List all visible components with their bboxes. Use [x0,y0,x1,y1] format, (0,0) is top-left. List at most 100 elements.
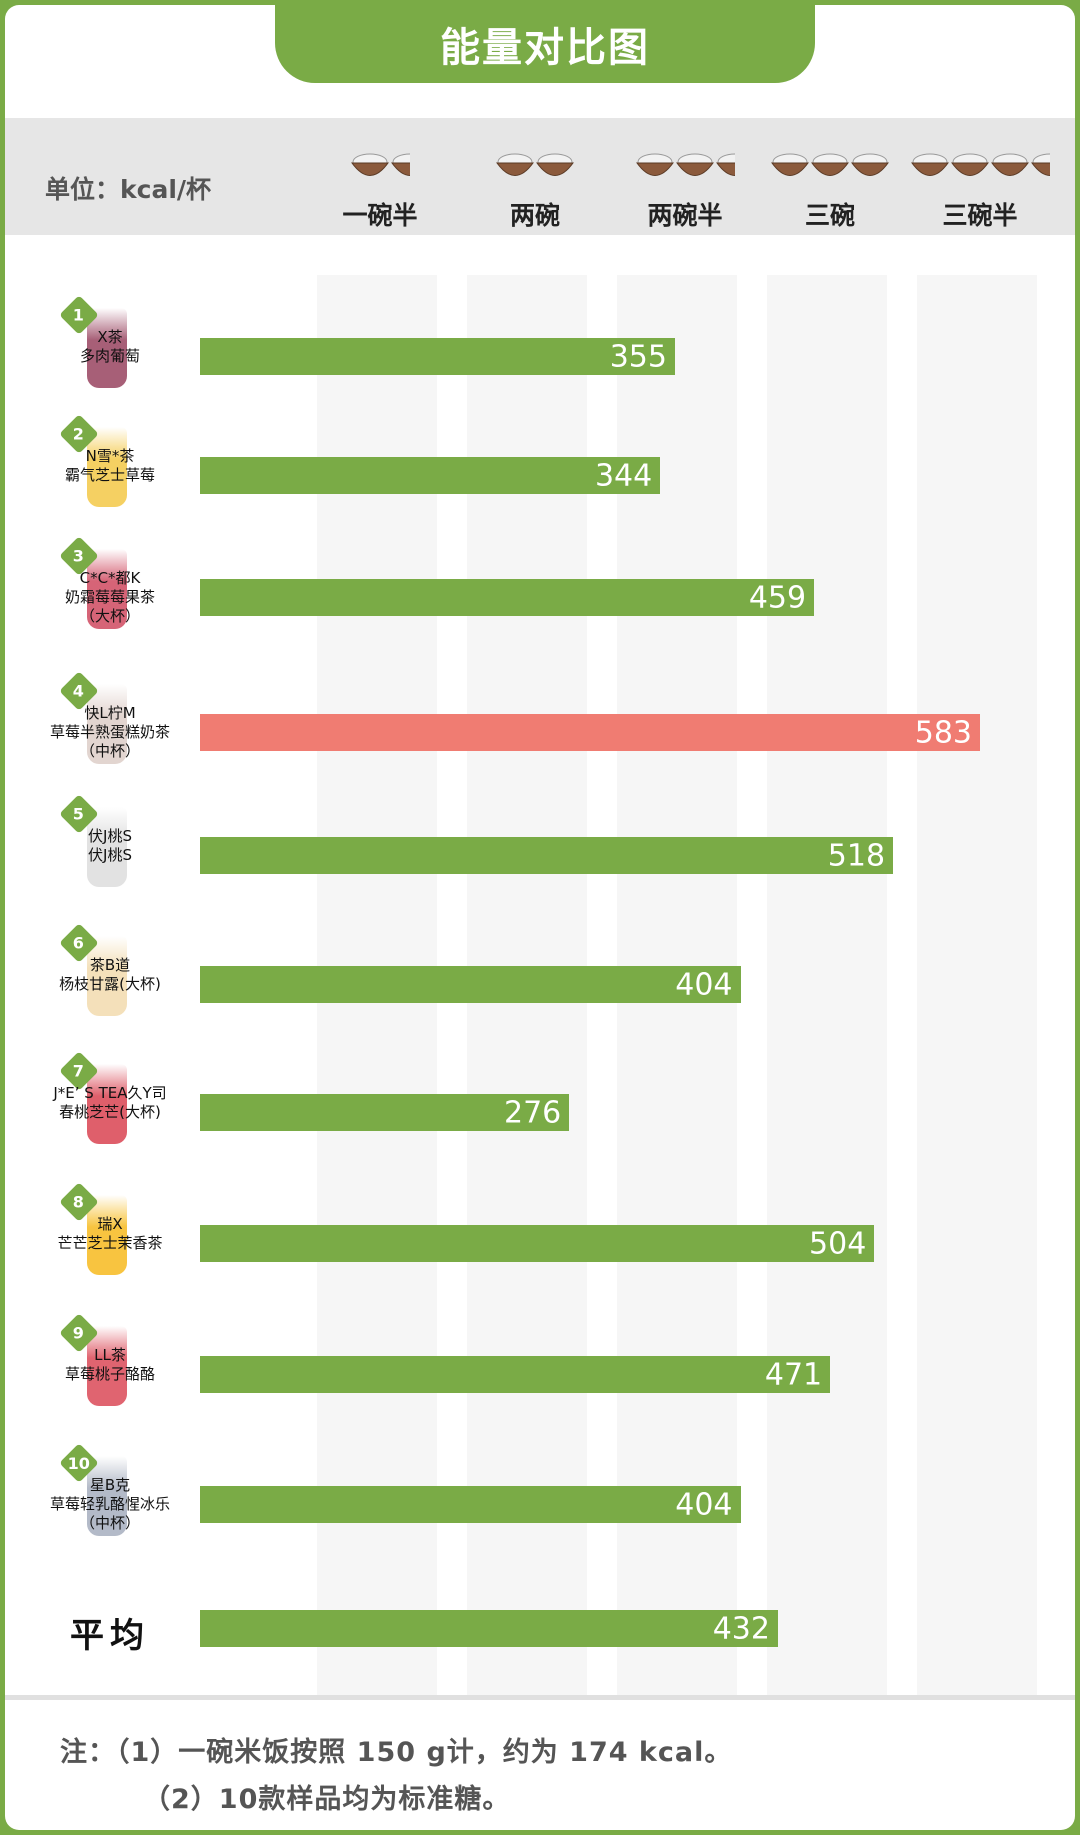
drink-label-line: C*C*都K [79,569,141,587]
legend-header [5,118,1075,235]
drink-label-line: 瑞X [97,1215,123,1233]
rice-bowl-icon [991,153,1029,176]
drink-image [87,427,127,507]
drink-label-line: N雪*茶 [85,447,135,465]
drink-label-line: 芒芒芝士茉香茶 [57,1234,163,1252]
bar-value-label: 583 [914,715,972,750]
bar: 471 [200,1356,831,1393]
bar-value-label: 518 [827,838,886,873]
drink-label-line: （中杯） [79,1514,140,1532]
drink-label: 瑞X 芒芒芝士茉香茶 [25,1215,195,1253]
rice-bowl-icon [636,153,674,176]
bowl-marker-label: 三碗 [804,201,855,230]
bar-value-label: 355 [609,339,667,374]
rice-bowl-icon [951,153,989,176]
drink-label: 伏J桃S 伏J桃S [25,827,195,865]
bowl-marker-label: 一碗半 [342,201,418,230]
rice-bowl-icon [716,153,735,176]
drink-image [87,549,127,629]
bar: 459 [200,579,815,616]
rice-bowl-icon [391,153,410,176]
bar-value-label: 471 [764,1357,823,1392]
bowl-marker: 两碗半 [610,148,760,238]
drink-image [87,1195,127,1275]
rice-bowl-icon [676,153,714,176]
bowl-marker: 两碗 [460,148,610,238]
grid-stripe [767,275,887,1695]
drink-image [87,1326,127,1406]
drink-label-line: 伏J桃S [88,846,132,864]
note-line-2: （2）10款样品均为标准糖。 [143,1784,511,1815]
rice-bowl-icon [496,153,534,176]
footer-divider [5,1695,1075,1700]
drink-label: 茶B道 杨枝甘露(大杯) [25,956,195,994]
drink-label: 星B克 草莓轻乳酪惺冰乐 （中杯） [25,1476,195,1533]
drink-image [87,684,127,764]
drink-label-line: 草莓半熟蛋糕奶茶 [49,723,170,741]
rice-bowl-icon [911,153,949,176]
note-line-1: 注：（1）一碗米饭按照 150 g计，约为 174 kcal。 [60,1730,732,1769]
rice-bowl-icon [771,153,809,176]
rice-bowl-icon [536,153,574,176]
grid-stripe [917,275,1037,1695]
drink-label: X茶 多肉葡萄 [25,328,195,366]
average-label: 平均 [70,1616,150,1656]
rice-bowl-icon [1031,153,1050,176]
drink-label: 快L柠M 草莓半熟蛋糕奶茶 （中杯） [25,704,195,761]
drink-image [87,807,127,887]
drink-label-line: 杨枝甘露(大杯) [59,975,161,993]
rice-bowl-icon [811,153,849,176]
drink-label-line: （中杯） [79,742,140,760]
bar: 504 [200,1225,875,1262]
note-1-text: （1）一碗米饭按照 150 g计，约为 174 kcal。 [116,1737,733,1768]
bar: 344 [200,457,661,494]
bar: 404 [200,1486,741,1523]
bowl-marker: 一碗半 [305,148,455,238]
bar: 276 [200,1094,570,1131]
drink-image [87,936,127,1016]
drink-label-line: 星B克 [89,1476,131,1494]
bar-value-label: 276 [503,1095,562,1130]
drink-label-line: 霸气芝士草莓 [64,466,155,484]
bowl-marker: 三碗 [755,148,905,238]
drink-label: N雪*茶 霸气芝士草莓 [25,447,195,485]
drink-label-line: 茶B道 [89,956,131,974]
drink-label-line: LL茶 [94,1346,126,1364]
drink-label-line: 春桃芝芒(大杯) [59,1103,161,1121]
average-bar: 432 [200,1610,778,1647]
drink-label-line: J*E’ S TEA久Y司 [53,1084,167,1102]
bowl-marker: 三碗半 [905,148,1055,238]
bar-value-label: 504 [809,1226,867,1261]
drink-label-line: 草莓桃子酪酪 [64,1365,155,1383]
drink-label-line: 草莓轻乳酪惺冰乐 [49,1495,170,1513]
drink-image [87,1456,127,1536]
bar: 404 [200,966,741,1003]
drink-label-line: （大杯） [79,607,140,625]
bar-value-label: 404 [675,967,733,1002]
drink-image [87,308,127,388]
bar: 583 [200,714,980,751]
rice-bowl-icon [351,153,389,176]
bar-value-label: 344 [594,458,653,493]
drink-label-line: 奶霜莓莓果茶 [64,588,155,606]
drink-label: C*C*都K 奶霜莓莓果茶 （大杯） [25,569,195,626]
chart-card: 能量对比图 单位：kcal/杯 平均 注：（1）一碗米饭按照 150 g计，约为… [5,5,1075,1830]
bar: 355 [200,338,675,375]
bowl-marker-label: 两碗半 [647,201,723,230]
bar-value-label: 459 [748,580,807,615]
drink-label-line: X茶 [97,328,123,346]
drink-label: LL茶 草莓桃子酪酪 [25,1346,195,1384]
bowl-marker-label: 两碗 [509,201,560,230]
unit-label: 单位：kcal/杯 [45,175,212,204]
drink-label-line: 快L柠M [84,704,136,722]
chart-title: 能量对比图 [275,5,815,83]
bar: 518 [200,837,894,874]
drink-label-line: 伏J桃S [88,827,132,845]
bar-value-label: 404 [675,1487,733,1522]
rice-bowl-icon [851,153,889,176]
average-value-label: 432 [712,1611,770,1646]
drink-image [87,1064,127,1144]
bowl-marker-label: 三碗半 [942,201,1018,230]
drink-label-line: 多肉葡萄 [79,347,140,365]
note-prefix: 注： [60,1737,116,1768]
